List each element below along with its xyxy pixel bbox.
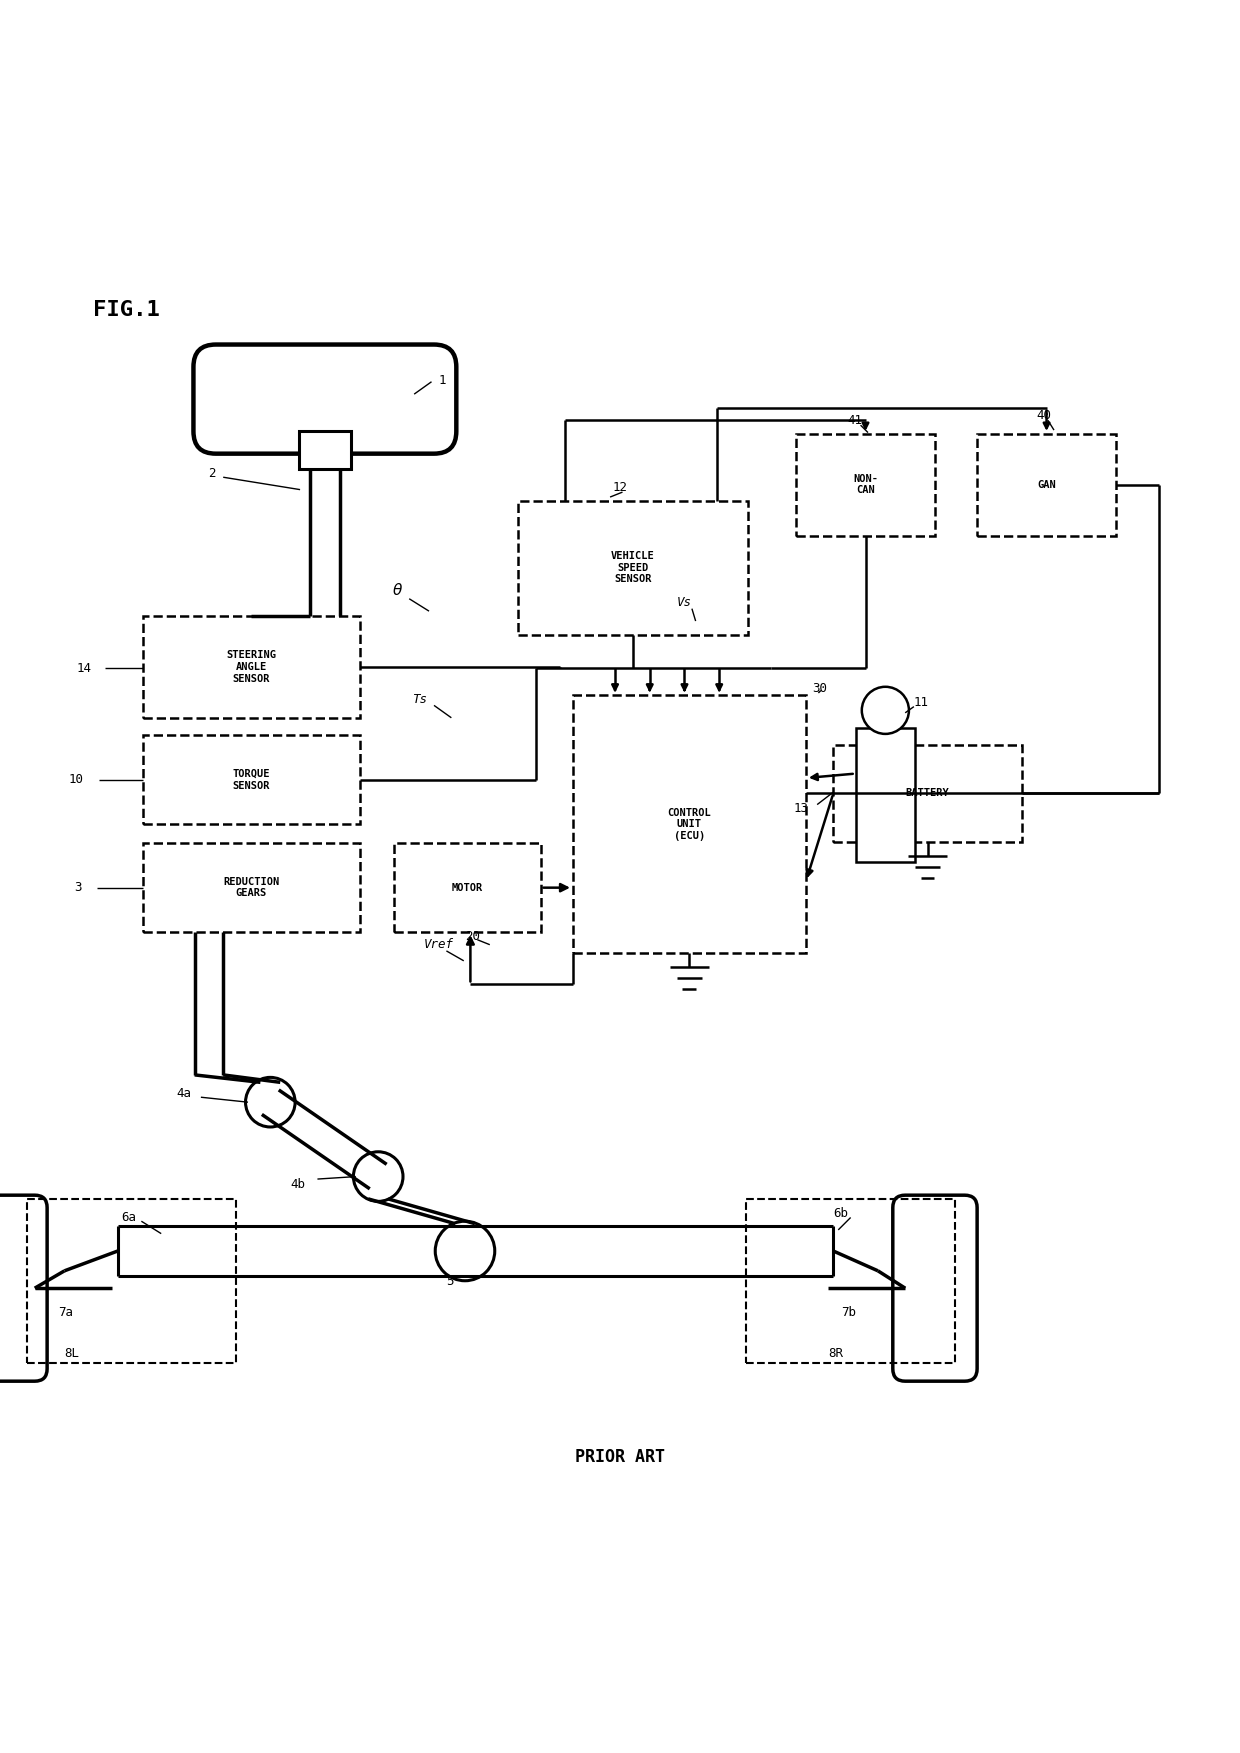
Circle shape — [353, 1152, 403, 1201]
Text: 40: 40 — [1037, 408, 1052, 422]
Text: 30: 30 — [812, 682, 827, 694]
Text: CONTROL
UNIT
(ECU): CONTROL UNIT (ECU) — [667, 808, 712, 841]
Text: $\theta$: $\theta$ — [392, 582, 403, 598]
FancyBboxPatch shape — [394, 843, 541, 933]
Text: 13: 13 — [794, 801, 808, 815]
Text: 20: 20 — [465, 929, 480, 943]
Text: 6a: 6a — [122, 1211, 136, 1224]
Text: 5: 5 — [446, 1276, 454, 1288]
Text: 41: 41 — [847, 414, 862, 426]
Text: 1: 1 — [439, 373, 446, 387]
FancyBboxPatch shape — [573, 696, 806, 954]
Text: 8R: 8R — [828, 1348, 843, 1360]
Text: VEHICLE
SPEED
SENSOR: VEHICLE SPEED SENSOR — [611, 550, 655, 584]
FancyBboxPatch shape — [893, 1196, 977, 1381]
FancyBboxPatch shape — [143, 843, 360, 933]
Text: 2: 2 — [208, 466, 216, 480]
FancyBboxPatch shape — [299, 431, 351, 468]
Text: STEERING
ANGLE
SENSOR: STEERING ANGLE SENSOR — [226, 650, 277, 684]
Text: REDUCTION
GEARS: REDUCTION GEARS — [223, 876, 279, 899]
Text: 4b: 4b — [290, 1178, 305, 1190]
Circle shape — [862, 687, 909, 735]
Text: FIG.1: FIG.1 — [93, 300, 160, 319]
FancyBboxPatch shape — [977, 433, 1116, 535]
Text: 8L: 8L — [64, 1348, 79, 1360]
Text: BATTERY: BATTERY — [905, 789, 950, 798]
FancyBboxPatch shape — [143, 735, 360, 824]
Text: Vs: Vs — [677, 596, 692, 610]
Text: Vref: Vref — [424, 938, 454, 952]
FancyBboxPatch shape — [143, 615, 360, 717]
Text: 4a: 4a — [176, 1087, 191, 1099]
Text: 7b: 7b — [841, 1306, 856, 1320]
Text: MOTOR: MOTOR — [451, 884, 484, 892]
Circle shape — [435, 1222, 495, 1281]
Text: 10: 10 — [68, 773, 83, 787]
FancyBboxPatch shape — [833, 745, 1022, 841]
Text: 12: 12 — [613, 480, 627, 494]
FancyBboxPatch shape — [518, 501, 748, 635]
FancyBboxPatch shape — [796, 433, 935, 535]
Text: 14: 14 — [77, 661, 92, 675]
Text: GAN: GAN — [1037, 480, 1056, 489]
Text: Ts: Ts — [412, 692, 427, 706]
Text: TORQUE
SENSOR: TORQUE SENSOR — [232, 770, 270, 791]
FancyBboxPatch shape — [856, 727, 915, 862]
FancyBboxPatch shape — [0, 1196, 47, 1381]
Text: 3: 3 — [74, 882, 82, 894]
Text: PRIOR ART: PRIOR ART — [575, 1448, 665, 1466]
Text: 11: 11 — [914, 696, 929, 710]
Text: 6b: 6b — [833, 1208, 848, 1220]
Text: 7a: 7a — [58, 1306, 73, 1320]
Circle shape — [246, 1078, 295, 1127]
Text: NON-
CAN: NON- CAN — [853, 473, 878, 496]
FancyBboxPatch shape — [193, 345, 456, 454]
